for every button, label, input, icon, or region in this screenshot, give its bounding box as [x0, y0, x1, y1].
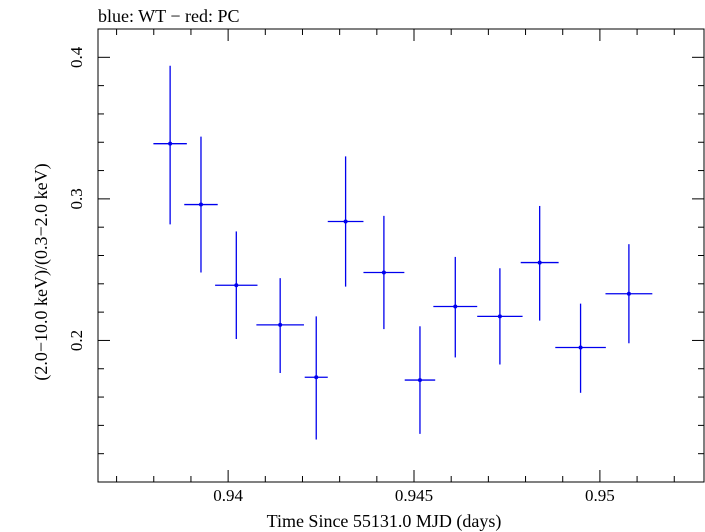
y-axis-ticks	[98, 28, 704, 483]
data-point	[520, 205, 559, 321]
data-point	[605, 244, 653, 344]
x-axis-title: Time Since 55131.0 MJD (days)	[267, 511, 502, 532]
x-tick-label: 0.95	[585, 486, 615, 505]
data-marker	[314, 375, 319, 380]
data-series	[153, 65, 653, 440]
data-point	[477, 268, 523, 365]
data-marker	[626, 291, 631, 296]
data-point	[555, 303, 606, 393]
data-marker	[417, 378, 422, 383]
data-point	[363, 215, 405, 330]
y-axis-title: (2.0−10.0 keV)/(0.3−2.0 keV)	[31, 163, 52, 380]
data-marker	[278, 322, 283, 327]
data-point	[304, 316, 328, 440]
data-marker	[381, 270, 386, 275]
y-axis-tick-labels: 0.2 0.3 0.4	[67, 46, 86, 351]
data-marker	[537, 260, 542, 265]
plot-frame	[97, 28, 705, 483]
data-marker	[578, 345, 583, 350]
x-tick-label: 0.94	[213, 486, 243, 505]
y-tick-label: 0.3	[67, 188, 86, 209]
data-marker	[234, 283, 239, 288]
data-point	[215, 231, 258, 340]
data-point	[153, 65, 187, 225]
x-axis-ticks	[116, 29, 675, 482]
data-marker	[343, 219, 348, 224]
chart-title: blue: WT − red: PC	[98, 6, 239, 26]
data-point	[327, 156, 364, 287]
data-marker	[453, 304, 458, 309]
x-axis-tick-labels: 0.94 0.945 0.95	[213, 486, 615, 505]
data-point	[433, 256, 478, 358]
x-tick-label: 0.945	[395, 486, 433, 505]
data-point	[184, 136, 218, 273]
data-marker	[198, 202, 203, 207]
y-tick-label: 0.4	[67, 46, 86, 68]
data-point	[404, 326, 436, 434]
data-marker	[497, 314, 502, 319]
data-point	[256, 278, 304, 373]
data-marker	[168, 141, 173, 146]
y-tick-label: 0.2	[67, 330, 86, 351]
